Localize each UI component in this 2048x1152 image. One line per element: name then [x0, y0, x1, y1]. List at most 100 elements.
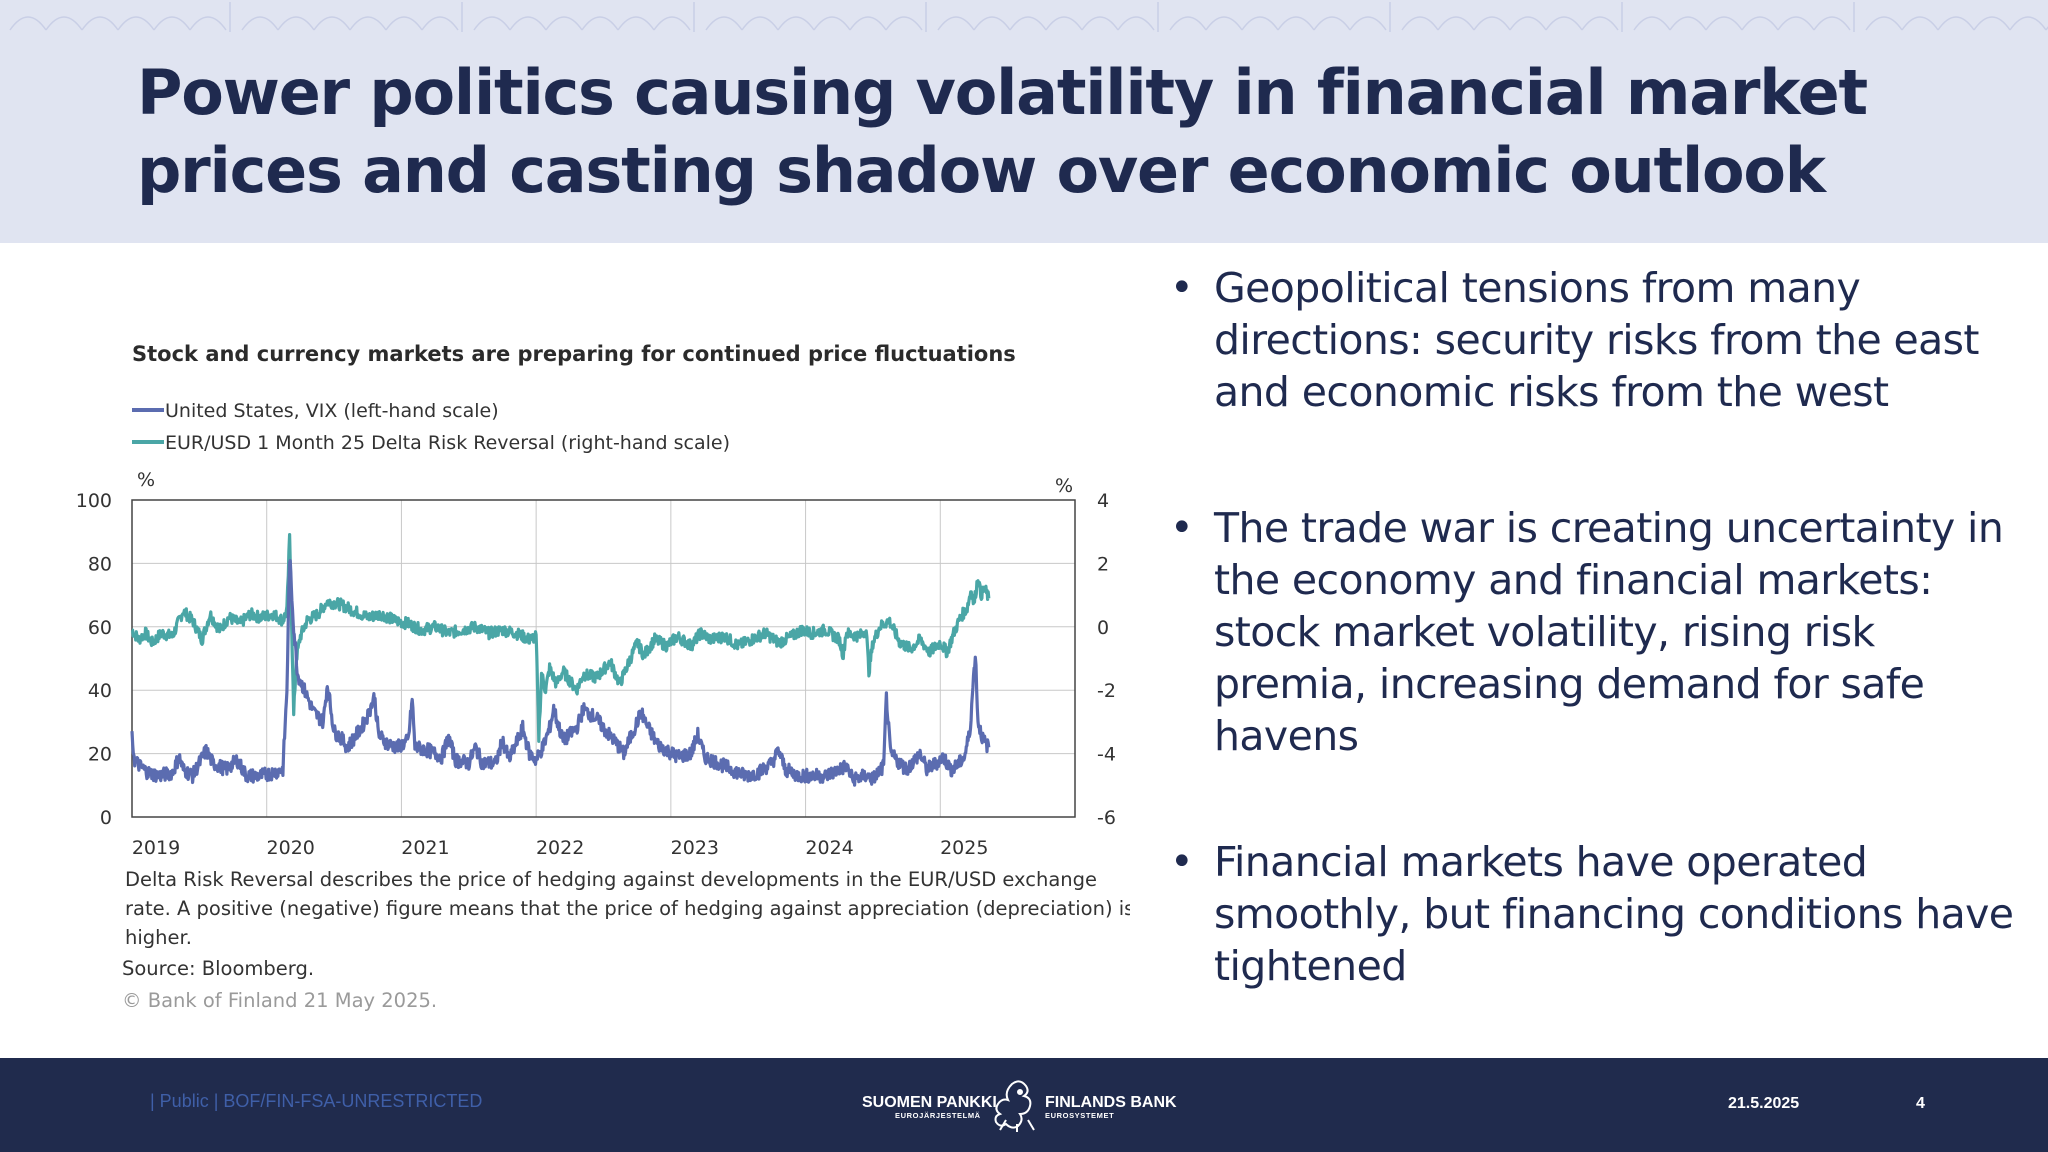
ornament-arch — [1169, 16, 1207, 31]
x-tick-label: 2024 — [805, 837, 853, 859]
left-tick-label: 40 — [88, 680, 112, 702]
ornament-arch — [1241, 16, 1279, 31]
bullet-item: • The trade war is creating uncertainty i… — [1170, 502, 2020, 762]
x-tick-label: 2023 — [671, 837, 719, 859]
ornament-arch — [1777, 16, 1815, 31]
bullet-list: • Geopolitical tensions from many directi… — [1170, 262, 2020, 1076]
bank-logo: SUOMEN PANKKI EUROJÄRJESTELMÄ FINLANDS B… — [862, 1080, 1177, 1132]
ornament-arch — [385, 16, 423, 31]
ornament-arch — [189, 16, 227, 31]
ornament-arch — [1669, 16, 1707, 31]
ornament-arch — [1117, 16, 1155, 31]
ornament-arch — [849, 16, 887, 31]
ornament-arch — [1581, 16, 1619, 31]
ornament-arch — [1349, 16, 1387, 31]
right-tick-label: -6 — [1097, 807, 1116, 829]
ornament-arch — [741, 16, 779, 31]
bullet-item: • Financial markets have operated smoothl… — [1170, 836, 2020, 992]
logo-text-finnish: SUOMEN PANKKI — [862, 1094, 997, 1111]
ornament-arch — [509, 16, 547, 31]
bullet-text: The trade war is creating uncertainty in… — [1214, 504, 2004, 760]
ornament-arch — [1401, 16, 1439, 31]
ornament-arch — [9, 16, 47, 31]
slide-header: Power politics causing volatility in fin… — [0, 0, 2048, 243]
series-line-risk-reversal — [131, 533, 991, 743]
bullet-dot: • — [1170, 265, 1194, 311]
left-tick-label: 20 — [88, 744, 112, 766]
legend-label-risk-reversal: EUR/USD 1 Month 25 Delta Risk Reversal (… — [165, 432, 730, 454]
chart-notes: Delta Risk Reversal describes the price … — [122, 868, 1130, 1012]
left-tick-label: 0 — [100, 807, 112, 829]
ornament-arch — [617, 16, 655, 31]
slide-title: Power politics causing volatility in fin… — [137, 56, 1868, 207]
ornament-arch — [117, 16, 155, 31]
ornament-arch — [277, 16, 315, 31]
left-axis-ticks: 100 80 60 40 20 0 — [76, 490, 112, 829]
ornament-arch — [1081, 16, 1119, 31]
ornament-arch — [1205, 16, 1243, 31]
bullet-dot: • — [1170, 839, 1194, 885]
right-tick-label: 0 — [1097, 617, 1109, 639]
legend-label-vix: United States, VIX (left-hand scale) — [165, 400, 499, 422]
left-axis-unit: % — [137, 469, 155, 491]
chart-legend: United States, VIX (left-hand scale) EUR… — [132, 400, 730, 454]
plot-frame — [131, 499, 1076, 818]
x-tick-label: 2020 — [267, 837, 315, 859]
ornament-arch — [1545, 16, 1583, 31]
ornament-arch — [473, 16, 511, 31]
ornament-arch — [1437, 16, 1475, 31]
ornament-arch — [973, 16, 1011, 31]
chart-copyright: © Bank of Finland 21 May 2025. — [122, 989, 437, 1012]
ornament-arch — [1901, 16, 1939, 31]
ornament-arch — [349, 16, 387, 31]
ornament-arch — [421, 16, 459, 31]
chart-title: Stock and currency markets are preparing… — [132, 342, 1016, 366]
ornament-arch — [153, 16, 191, 31]
logo-text-swedish: FINLANDS BANK — [1045, 1094, 1177, 1111]
ornament-arch — [705, 16, 743, 31]
ornament-arch — [581, 16, 619, 31]
ornament-arch — [1509, 16, 1547, 31]
ornament-arch — [885, 16, 923, 31]
bullet-text: Financial markets have operated smoothly… — [1214, 838, 2014, 990]
lion-emblem-icon — [994, 1080, 1035, 1132]
ornament-arch — [1705, 16, 1743, 31]
ornament-arch — [545, 16, 583, 31]
x-axis-ticks: 2019 2020 2021 2022 2023 2024 2025 — [132, 837, 989, 859]
right-axis-ticks: 4 2 0 -2 -4 -6 — [1097, 490, 1116, 829]
chart: Stock and currency markets are preparing… — [76, 342, 1130, 1012]
ornament-arch — [1633, 16, 1671, 31]
bullet-dot: • — [1170, 505, 1194, 551]
left-tick-label: 80 — [88, 553, 112, 575]
x-tick-label: 2021 — [401, 837, 449, 859]
left-tick-label: 100 — [76, 490, 112, 512]
ornament-arch — [241, 16, 279, 31]
ornament-arch — [1009, 16, 1047, 31]
x-tick-label: 2025 — [940, 837, 988, 859]
ornament-arch — [1045, 16, 1083, 31]
ornament-arch — [1937, 16, 1975, 31]
left-tick-label: 60 — [88, 617, 112, 639]
chart-note-line-2: rate. A positive (negative) figure means… — [125, 897, 1130, 920]
classification-label: | Public | BOF/FIN-FSA-UNRESTRICTED — [150, 1091, 483, 1111]
bullet-text: Geopolitical tensions from many directio… — [1214, 264, 1980, 416]
ornament-arch — [1741, 16, 1779, 31]
series-line-vix — [130, 559, 991, 787]
ornament-arch — [1865, 16, 1903, 31]
ornament-arch — [777, 16, 815, 31]
ornament-arch — [2009, 16, 2047, 31]
chart-note-line-3: higher. — [125, 926, 192, 949]
right-tick-label: -4 — [1097, 744, 1116, 766]
chart-source: Source: Bloomberg. — [122, 957, 314, 980]
ornament-arch — [937, 16, 975, 31]
right-tick-label: 2 — [1097, 553, 1109, 575]
chart-series — [130, 533, 991, 787]
slide-date: 21.5.2025 — [1728, 1095, 1800, 1112]
right-axis-unit: % — [1055, 475, 1073, 497]
ornament-arch — [313, 16, 351, 31]
right-tick-label: -2 — [1097, 680, 1116, 702]
header-ornament-pattern — [9, 2, 2048, 32]
right-tick-label: 4 — [1097, 490, 1109, 512]
ornament-arch — [81, 16, 119, 31]
logo-subtext-swedish: EUROSYSTEMET — [1045, 1111, 1114, 1120]
